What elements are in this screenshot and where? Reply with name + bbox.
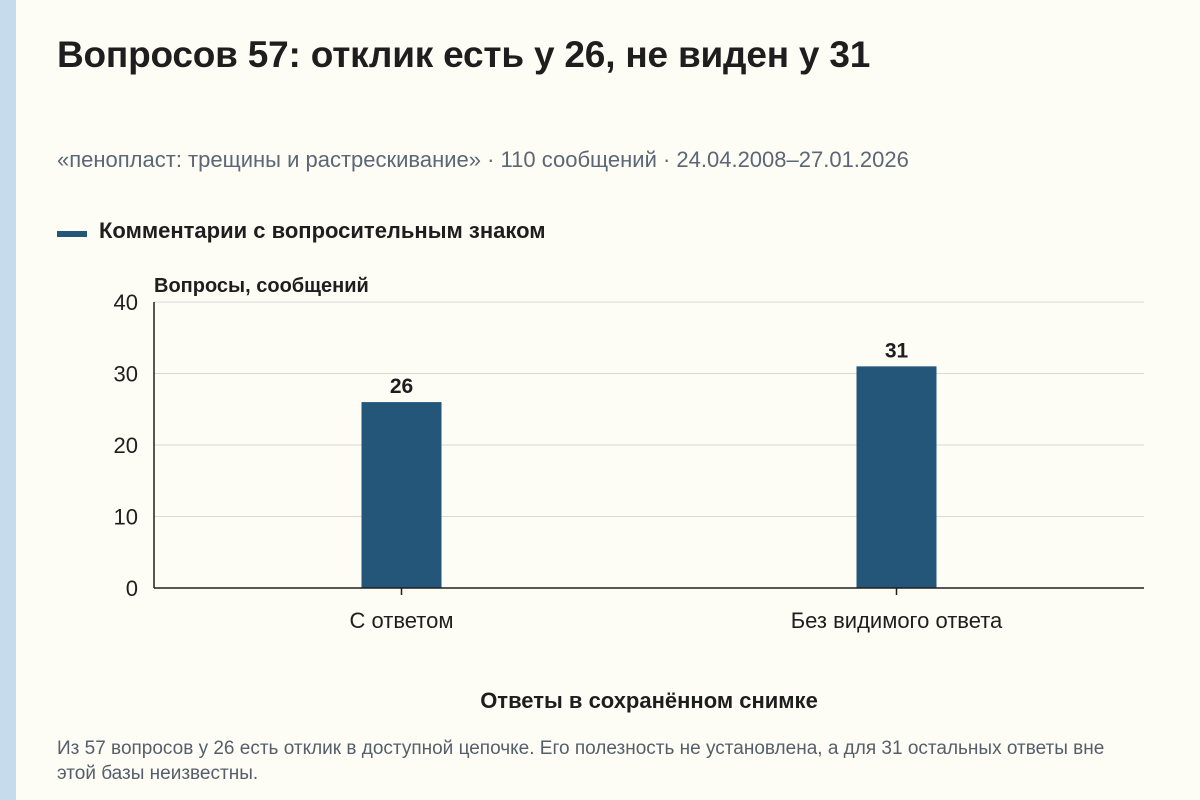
data-label: 31 (885, 339, 909, 362)
y-tick-labels: 0 10 20 30 40 (114, 290, 138, 601)
axes (153, 302, 1144, 595)
data-labels: 26 31 (390, 339, 909, 398)
x-tick-labels: С ответом Без видимого ответа (350, 608, 1004, 633)
x-axis-label: Ответы в сохранённом снимке (480, 688, 818, 713)
legend-label: Комментарии с вопросительным знаком (99, 218, 546, 243)
y-tick-label: 20 (114, 433, 138, 458)
left-accent-stripe (0, 0, 16, 800)
y-tick-label: 40 (114, 290, 138, 315)
legend-swatch (57, 231, 87, 237)
chart-subtitle: «пенопласт: трещины и растрескивание» · … (57, 147, 909, 172)
legend: Комментарии с вопросительным знаком (57, 218, 546, 244)
y-tick-label: 0 (126, 576, 138, 601)
grid-lines (154, 301, 1144, 517)
bar (856, 366, 937, 588)
footnote: Из 57 вопросов у 26 есть отклик в доступ… (57, 738, 1105, 784)
x-tick-label: С ответом (350, 608, 454, 633)
y-axis-label: Вопросы, сообщений (154, 275, 369, 297)
y-tick-label: 10 (114, 505, 138, 530)
page-title: Вопросов 57: отклик есть у 26, не виден … (57, 34, 871, 75)
bar (361, 402, 442, 588)
bars (361, 366, 937, 588)
y-tick-label: 30 (114, 362, 138, 387)
x-tick-label: Без видимого ответа (791, 608, 1003, 633)
data-label: 26 (390, 375, 413, 398)
